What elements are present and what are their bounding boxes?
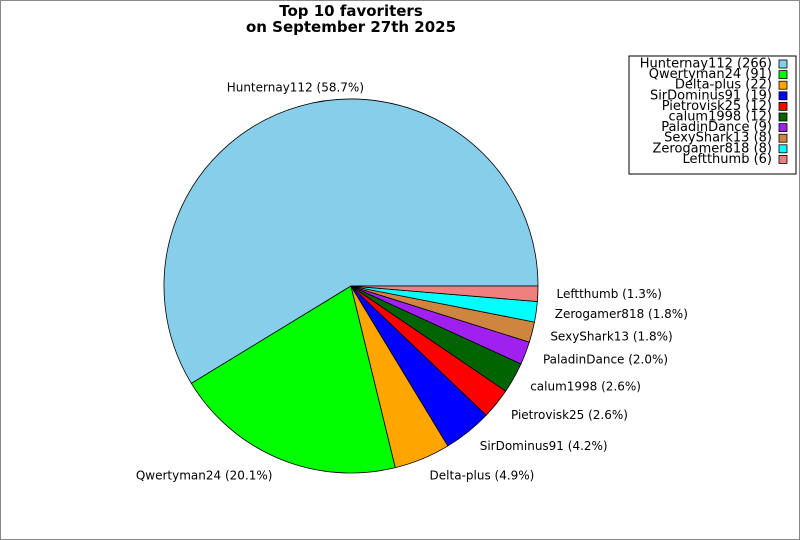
legend-label: Hunternay112 (266) <box>640 57 772 72</box>
pie-slice <box>350 285 539 302</box>
legend-swatch <box>778 154 788 164</box>
pie-slice <box>163 98 539 384</box>
chart-title: Top 10 favoriters on September 27th 2025 <box>245 2 457 36</box>
legend-label: PaladinDance (9) <box>661 120 772 135</box>
legend-label: Pietrovisk25 (12) <box>662 99 772 114</box>
slice-label: Zerogamer818 (1.8%) <box>555 307 688 321</box>
legend-label: Delta-plus (22) <box>675 78 772 93</box>
legend-label: calum1998 (12) <box>668 110 772 125</box>
slice-label: Leftthumb (1.3%) <box>557 287 662 301</box>
legend-swatch <box>778 133 788 143</box>
slice-label: Pietrovisk25 (2.6%) <box>511 408 628 422</box>
legend-label: Zerogamer818 (8) <box>652 141 772 156</box>
legend-swatch <box>778 144 788 154</box>
slice-label: SexyShark13 (1.8%) <box>550 329 672 343</box>
legend-swatch <box>778 59 788 69</box>
legend-swatch <box>778 102 788 111</box>
slice-label: SirDominus91 (4.2%) <box>480 439 608 453</box>
legend-label: Leftthumb (6) <box>683 152 773 167</box>
legend-swatch <box>778 112 788 122</box>
legend-swatch <box>778 91 788 101</box>
slice-label: Qwertyman24 (20.1%) <box>136 469 273 483</box>
legend-label: SirDominus91 (19) <box>650 88 772 103</box>
legend-swatch <box>778 80 788 90</box>
pie-slice <box>190 285 396 474</box>
slice-label: calum1998 (2.6%) <box>530 379 641 393</box>
legend-label: SexyShark13 (8) <box>664 131 772 146</box>
slice-label: PaladinDance (2.0%) <box>543 352 668 366</box>
legend-box <box>628 55 797 175</box>
slice-label: Delta-plus (4.9%) <box>430 469 535 483</box>
slice-label: Hunternay112 (58.7%) <box>227 80 364 94</box>
legend-swatch <box>778 70 788 79</box>
legend-label: Qwertyman24 (91) <box>649 67 772 82</box>
legend-swatch <box>778 123 788 132</box>
